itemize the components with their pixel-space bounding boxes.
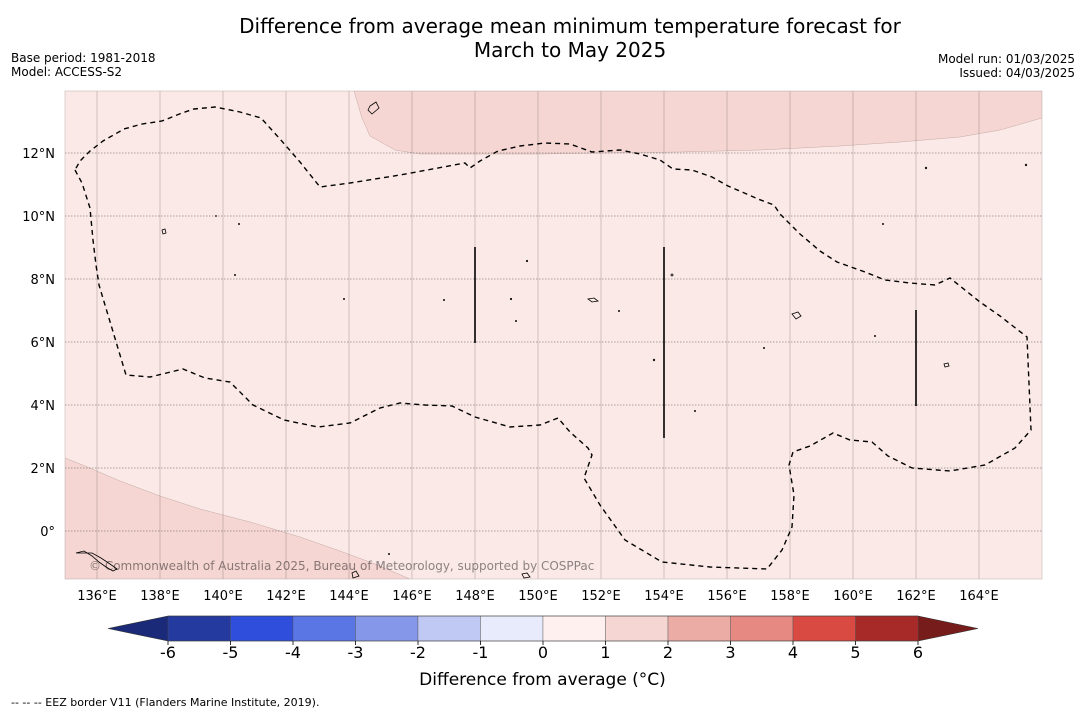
colorbar-tick-label: 1 xyxy=(600,643,610,662)
islands xyxy=(75,101,1028,579)
colorbar-segment xyxy=(855,615,919,642)
colorbar-tick-label: -6 xyxy=(160,643,176,662)
colorbar-tick-label: 4 xyxy=(788,643,798,662)
lon-label: 154°E xyxy=(644,589,684,604)
colorbar-tick-label: 3 xyxy=(725,643,735,662)
chart-title: Difference from average mean minimum tem… xyxy=(0,14,1085,62)
footnote: -- -- -- EEZ border V11 (Flanders Marine… xyxy=(11,696,320,709)
model-name: Model: ACCESS-S2 xyxy=(11,65,123,79)
colorbar-tick-label: -4 xyxy=(285,643,301,662)
colorbar-tick-label: -2 xyxy=(410,643,426,662)
lon-label: 156°E xyxy=(707,589,747,604)
lon-label: 158°E xyxy=(770,589,810,604)
lat-label: 10°N xyxy=(22,210,55,225)
lon-label: 160°E xyxy=(833,589,873,604)
lon-label: 136°E xyxy=(77,589,117,604)
lon-label: 152°E xyxy=(581,589,621,604)
colorbar-segment xyxy=(667,615,731,642)
longitude-labels: 136°E 138°E 140°E 142°E 144°E 146°E 148°… xyxy=(77,589,999,604)
colorbar-segment xyxy=(417,615,481,642)
model-run: Model run: 01/03/2025 xyxy=(937,52,1075,66)
meta-left: Base period: 1981-2018 Model: ACCESS-S2 xyxy=(11,51,156,79)
lat-label: 6°N xyxy=(31,336,56,351)
colorbar-segment xyxy=(355,615,419,642)
lon-label: 140°E xyxy=(203,589,243,604)
lon-label: 142°E xyxy=(266,589,306,604)
lat-label: 2°N xyxy=(31,462,56,477)
colorbar-segment xyxy=(605,615,669,642)
colorbar-segment xyxy=(730,615,794,642)
lon-label: 162°E xyxy=(896,589,936,604)
title-line-2: March to May 2025 xyxy=(473,38,667,62)
credit-text: © Commonwealth of Australia 2025, Bureau… xyxy=(89,559,594,573)
longitude-gridlines xyxy=(96,91,980,579)
lon-label: 138°E xyxy=(140,589,180,604)
anomaly-region-north xyxy=(353,91,1042,155)
colorbar-tick-label: 0 xyxy=(538,643,548,662)
colorbar-label: Difference from average (°C) xyxy=(419,670,666,690)
lat-label: 8°N xyxy=(31,273,56,288)
colorbar-tick-label: -1 xyxy=(473,643,489,662)
colorbar-tick-label: -5 xyxy=(223,643,239,662)
colorbar-tick-label: 6 xyxy=(913,643,923,662)
lon-label: 144°E xyxy=(329,589,369,604)
colorbar-tick-label: -3 xyxy=(348,643,364,662)
colorbar-segment xyxy=(292,615,356,642)
lat-label: 4°N xyxy=(31,399,56,414)
map-background xyxy=(65,91,1042,579)
meta-right: Model run: 01/03/2025 Issued: 04/03/2025 xyxy=(938,52,1075,80)
colorbar-segment xyxy=(167,615,231,642)
title-line-1: Difference from average mean minimum tem… xyxy=(239,14,901,38)
issued-date: Issued: 04/03/2025 xyxy=(959,66,1075,80)
latitude-gridlines xyxy=(65,152,1042,532)
lat-label: 12°N xyxy=(22,147,55,162)
lon-label: 146°E xyxy=(392,589,432,604)
anomaly-region-south xyxy=(65,457,411,579)
latitude-labels: 12°N 10°N 8°N 6°N 4°N 2°N 0° xyxy=(22,147,55,540)
colorbar-segment xyxy=(792,615,856,642)
colorbar-segment xyxy=(542,615,606,642)
colorbar-segment xyxy=(480,615,544,642)
lon-label: 164°E xyxy=(959,589,999,604)
lat-label: 0° xyxy=(40,525,55,540)
colorbar: -6 -5 -4 -3 -2 -1 0 1 2 3 4 5 6 xyxy=(107,615,979,662)
eez-straight-segments xyxy=(474,247,917,438)
colorbar-tick-label: 2 xyxy=(663,643,673,662)
map-frame xyxy=(64,90,1043,580)
colorbar-over-extension xyxy=(918,616,978,641)
lon-label: 150°E xyxy=(518,589,558,604)
lon-label: 148°E xyxy=(455,589,495,604)
base-period: Base period: 1981-2018 xyxy=(11,51,156,65)
colorbar-segment xyxy=(230,615,294,642)
colorbar-under-extension xyxy=(108,616,168,641)
colorbar-tick-label: 5 xyxy=(850,643,860,662)
